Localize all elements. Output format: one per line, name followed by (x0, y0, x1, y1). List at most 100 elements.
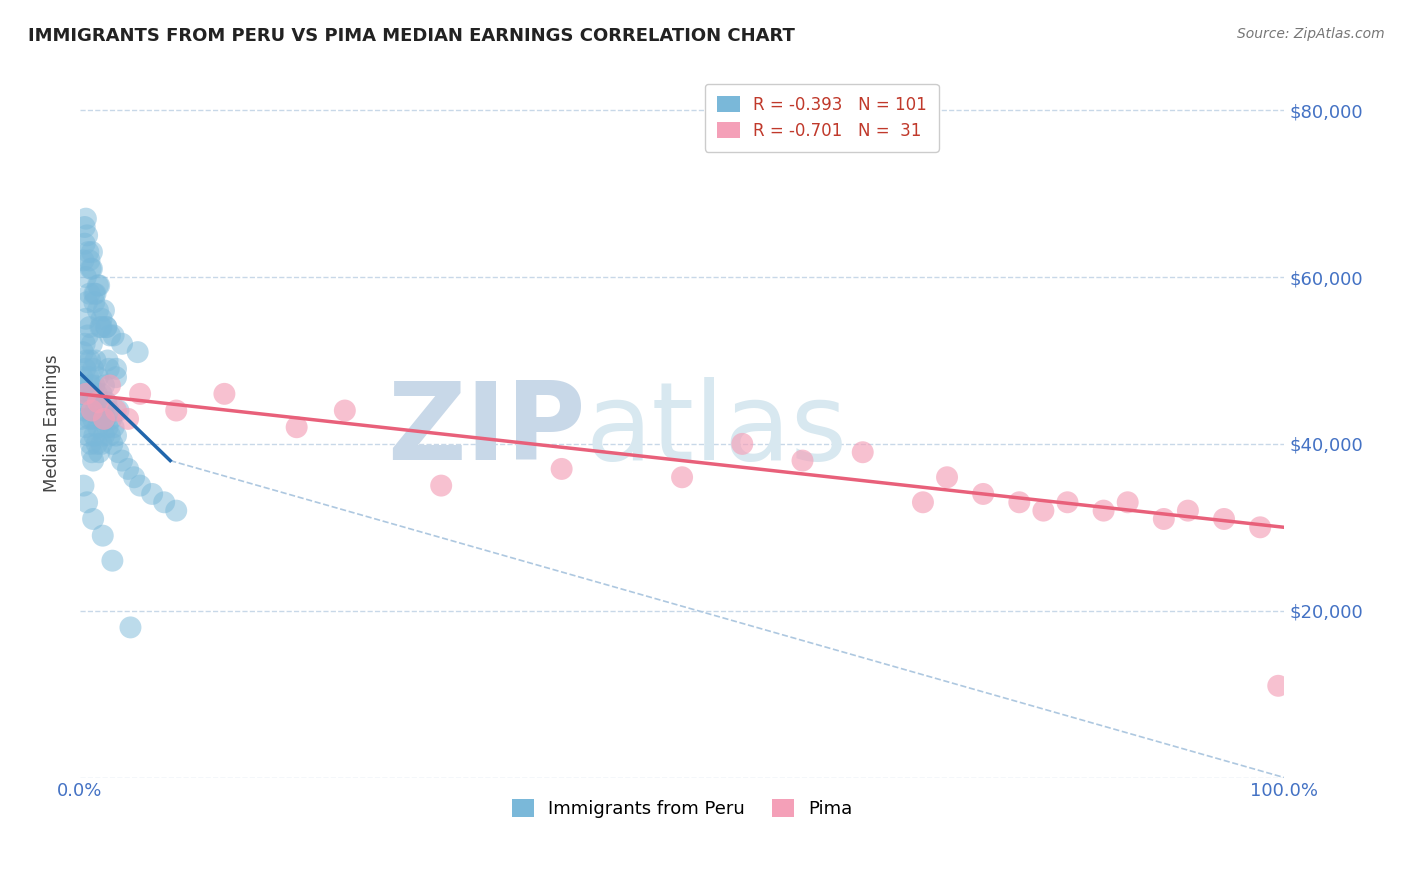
Point (120, 620, 142, 634)
Point (72, 253, 94, 268)
Point (84, 403, 107, 417)
Point (83, 378, 105, 392)
Point (79, 412, 101, 426)
Point (671, 470, 693, 484)
Point (1116, 495, 1139, 509)
Text: IMMIGRANTS FROM PERU VS PIMA MEDIAN EARNINGS CORRELATION CHART: IMMIGRANTS FROM PERU VS PIMA MEDIAN EARN… (28, 27, 794, 45)
Point (96, 320, 118, 334)
Point (93, 428, 115, 442)
Point (90, 311, 112, 326)
Point (70, 412, 93, 426)
Point (107, 403, 129, 417)
Point (75, 361, 97, 376)
Point (82, 512, 104, 526)
Point (80, 403, 103, 417)
Point (73, 336, 96, 351)
Point (852, 445, 875, 459)
Point (75, 270, 97, 285)
Point (101, 437, 124, 451)
Point (79, 320, 101, 334)
Point (105, 361, 128, 376)
Point (1056, 495, 1078, 509)
Point (93, 303, 115, 318)
Point (86, 437, 108, 451)
Point (129, 478, 152, 492)
Point (1177, 503, 1199, 517)
Point (101, 554, 124, 568)
Point (75, 420, 97, 434)
Point (80, 261, 103, 276)
Point (731, 437, 754, 451)
Point (98, 428, 121, 442)
Text: ZIP: ZIP (387, 377, 586, 483)
Point (80, 336, 103, 351)
Y-axis label: Median Earnings: Median Earnings (44, 354, 60, 491)
Point (80, 403, 103, 417)
Point (76, 395, 98, 409)
Point (77, 387, 100, 401)
Point (165, 503, 187, 517)
Point (80, 378, 103, 392)
Point (75, 211, 97, 226)
Point (165, 403, 187, 417)
Point (98, 328, 121, 343)
Point (333, 403, 356, 417)
Point (89, 278, 111, 293)
Point (111, 453, 134, 467)
Point (153, 495, 176, 509)
Point (97, 361, 120, 376)
Point (76, 295, 98, 310)
Point (77, 245, 100, 260)
Point (127, 345, 149, 359)
Point (77, 428, 100, 442)
Point (129, 387, 152, 401)
Point (97, 420, 120, 434)
Point (105, 403, 128, 417)
Point (911, 495, 934, 509)
Point (76, 228, 98, 243)
Point (1267, 679, 1289, 693)
Point (430, 478, 453, 492)
Point (76, 353, 98, 368)
Text: atlas: atlas (586, 377, 848, 483)
Point (91, 529, 114, 543)
Point (72, 378, 94, 392)
Point (84, 353, 107, 368)
Point (93, 378, 115, 392)
Point (107, 445, 129, 459)
Point (103, 420, 125, 434)
Point (122, 470, 145, 484)
Point (117, 412, 139, 426)
Point (86, 387, 108, 401)
Point (75, 311, 97, 326)
Point (1008, 495, 1031, 509)
Point (550, 462, 572, 476)
Point (214, 387, 236, 401)
Point (79, 253, 101, 268)
Point (141, 487, 163, 501)
Point (972, 487, 994, 501)
Point (111, 336, 134, 351)
Point (1213, 512, 1236, 526)
Point (103, 328, 125, 343)
Point (77, 370, 100, 384)
Point (83, 295, 105, 310)
Point (87, 370, 110, 384)
Point (97, 353, 120, 368)
Point (1032, 503, 1054, 517)
Point (96, 395, 118, 409)
Point (1249, 520, 1271, 534)
Point (83, 286, 105, 301)
Point (1092, 503, 1115, 517)
Point (70, 387, 93, 401)
Point (79, 353, 101, 368)
Point (1153, 512, 1175, 526)
Point (83, 428, 105, 442)
Point (87, 278, 110, 293)
Point (97, 403, 120, 417)
Point (72, 478, 94, 492)
Point (90, 437, 112, 451)
Point (82, 361, 104, 376)
Point (90, 320, 112, 334)
Point (80, 445, 103, 459)
